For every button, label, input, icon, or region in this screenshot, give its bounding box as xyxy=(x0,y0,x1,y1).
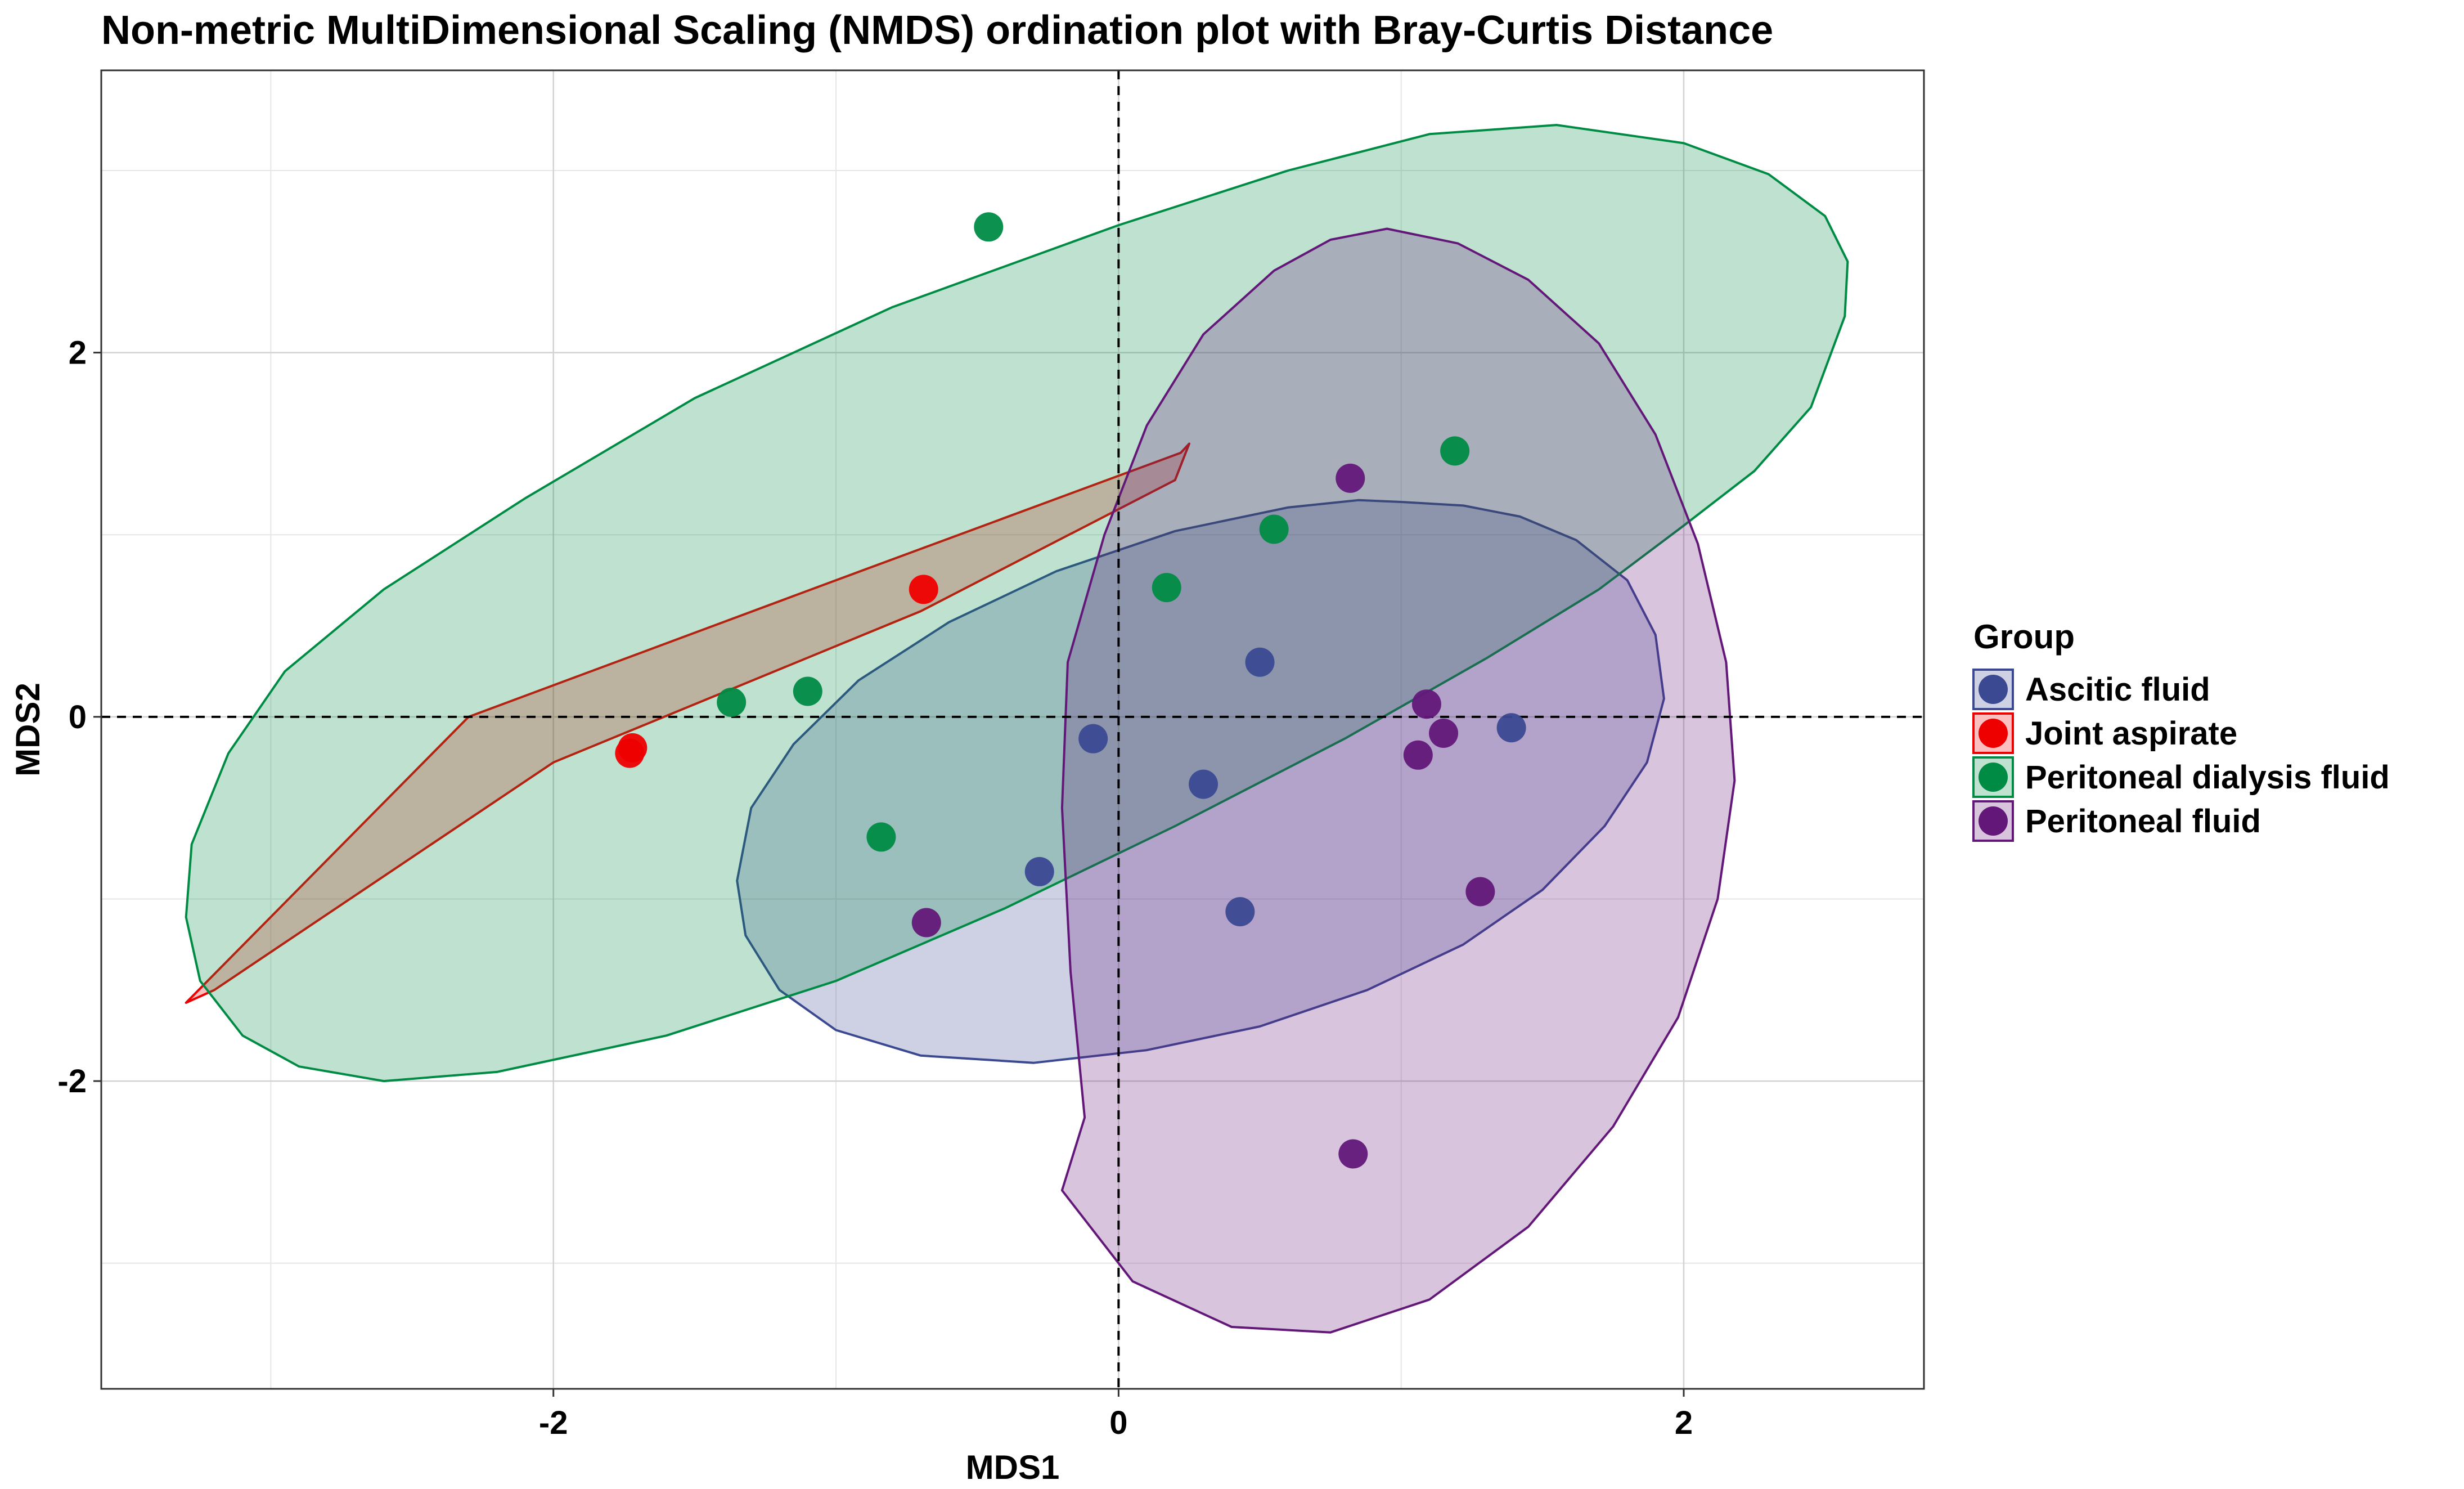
point-ascitic-fluid xyxy=(1078,724,1108,754)
legend-label: Peritoneal fluid xyxy=(2025,803,2261,840)
y-tick-label: 0 xyxy=(69,699,87,735)
data-points xyxy=(615,212,1526,1169)
legend: Group Ascitic fluid Joint aspirate Periton… xyxy=(1972,618,2390,842)
plot-panel-border xyxy=(100,69,1925,1390)
x-tick-label: -2 xyxy=(539,1405,568,1441)
axes: -2 0 2 -2 0 2 xyxy=(57,335,1693,1441)
legend-item-ascitic-fluid: Ascitic fluid xyxy=(1972,669,2210,710)
legend-key-point xyxy=(1979,763,2008,792)
point-ascitic-fluid xyxy=(1245,647,1275,677)
x-tick-label: 2 xyxy=(1675,1405,1693,1441)
legend-item-peritoneal-fluid: Peritoneal fluid xyxy=(1972,800,2261,842)
legend-label: Joint aspirate xyxy=(2025,715,2237,752)
legend-key-point xyxy=(1979,675,2008,704)
legend-item-joint-aspirate: Joint aspirate xyxy=(1972,712,2237,754)
grid xyxy=(101,70,1924,1389)
x-axis-title: MDS1 xyxy=(966,1448,1060,1486)
point-peritoneal-fluid xyxy=(911,908,941,938)
point-joint-aspirate xyxy=(909,575,938,604)
point-ascitic-fluid xyxy=(1496,713,1526,743)
legend-key-point xyxy=(1979,719,2008,748)
point-peritoneal-dialysis-fluid xyxy=(866,822,896,852)
point-peritoneal-dialysis-fluid xyxy=(717,687,747,717)
legend-label: Ascitic fluid xyxy=(2025,671,2210,708)
point-ascitic-fluid xyxy=(1225,897,1255,927)
legend-label: Peritoneal dialysis fluid xyxy=(2025,759,2390,796)
ellipse-peritoneal-fluid xyxy=(1060,227,1736,1334)
x-tick-label: 0 xyxy=(1109,1405,1127,1441)
point-peritoneal-fluid xyxy=(1411,689,1441,719)
point-peritoneal-fluid xyxy=(1429,718,1459,748)
y-tick-label: -2 xyxy=(57,1063,87,1100)
point-peritoneal-fluid xyxy=(1336,463,1365,493)
point-peritoneal-dialysis-fluid xyxy=(1259,514,1289,544)
chart-title: Non-metric MultiDimensional Scaling (NMD… xyxy=(101,8,1773,53)
point-peritoneal-dialysis-fluid xyxy=(974,212,1004,242)
ellipse-joint-aspirate xyxy=(185,442,1190,1004)
ellipse-peritoneal-dialysis-fluid xyxy=(185,124,1849,1083)
legend-item-peritoneal-dialysis-fluid: Peritoneal dialysis fluid xyxy=(1972,756,2390,798)
point-peritoneal-dialysis-fluid xyxy=(1152,573,1181,603)
point-ascitic-fluid xyxy=(1189,769,1218,799)
y-tick-label: 2 xyxy=(69,335,87,371)
legend-key-point xyxy=(1979,806,2008,836)
y-axis-title: MDS2 xyxy=(9,683,47,777)
point-peritoneal-dialysis-fluid xyxy=(1440,436,1470,466)
point-peritoneal-fluid xyxy=(1465,877,1495,907)
point-peritoneal-fluid xyxy=(1403,740,1433,770)
legend-title: Group xyxy=(1973,618,2075,656)
point-ascitic-fluid xyxy=(1024,856,1054,886)
reference-lines xyxy=(101,70,1924,1389)
point-joint-aspirate xyxy=(618,733,648,763)
point-peritoneal-dialysis-fluid xyxy=(793,676,822,706)
point-peritoneal-fluid xyxy=(1338,1139,1368,1169)
